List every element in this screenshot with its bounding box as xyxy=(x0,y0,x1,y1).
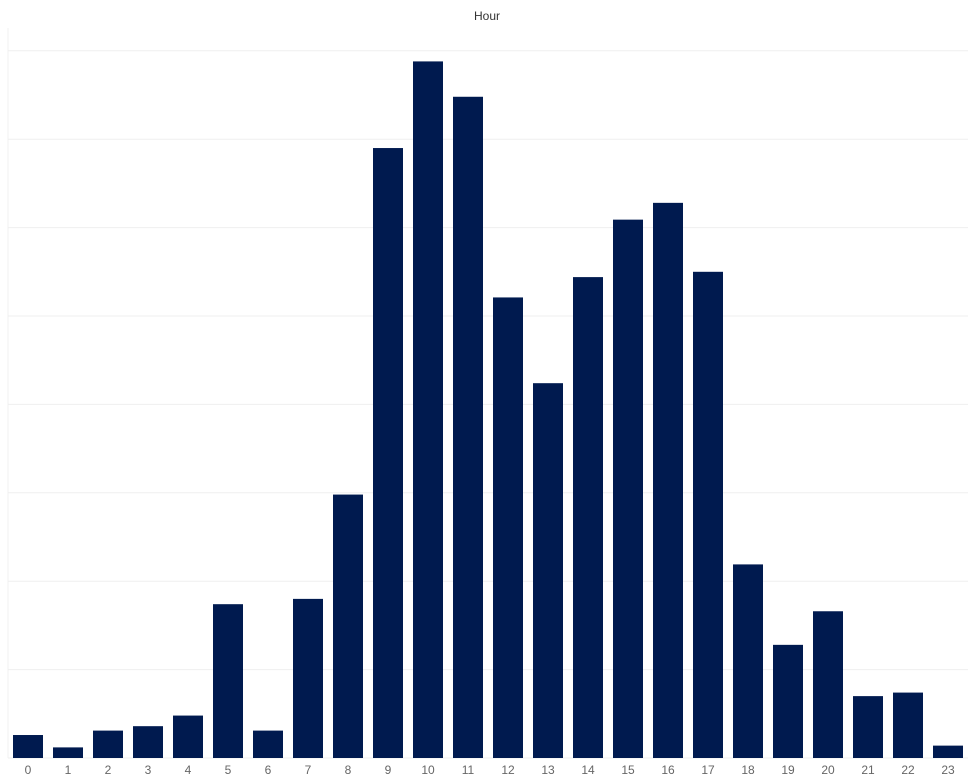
bar xyxy=(253,730,283,758)
bar xyxy=(813,611,843,758)
x-tick-label: 15 xyxy=(621,763,635,777)
x-tick-label: 18 xyxy=(741,763,755,777)
x-tick-label: 1 xyxy=(65,763,72,777)
x-tick-label: 16 xyxy=(661,763,675,777)
x-tick-label: 7 xyxy=(305,763,312,777)
bar xyxy=(653,202,683,758)
bar xyxy=(413,61,443,758)
chart-title: Hour xyxy=(474,9,500,23)
x-tick-label: 12 xyxy=(501,763,515,777)
x-tick-label: 0 xyxy=(25,763,32,777)
x-tick-label: 5 xyxy=(225,763,232,777)
bar xyxy=(293,598,323,758)
bar xyxy=(373,148,403,759)
bar xyxy=(333,494,363,758)
bar xyxy=(853,696,883,758)
bar xyxy=(733,564,763,758)
bar xyxy=(773,644,803,758)
bar xyxy=(573,277,603,758)
bar xyxy=(53,747,83,758)
bar xyxy=(13,735,43,758)
x-tick-label: 19 xyxy=(781,763,795,777)
x-tick-label: 20 xyxy=(821,763,835,777)
x-tick-label: 8 xyxy=(345,763,352,777)
x-tick-label: 9 xyxy=(385,763,392,777)
x-tick-label: 17 xyxy=(701,763,715,777)
bar xyxy=(93,730,123,758)
bar xyxy=(453,96,483,758)
bar xyxy=(173,715,203,758)
bar xyxy=(933,745,963,758)
bar xyxy=(693,271,723,758)
bar xyxy=(893,692,923,758)
bar xyxy=(493,297,523,758)
x-tick-label: 10 xyxy=(421,763,435,777)
x-tick-label: 4 xyxy=(185,763,192,777)
bar xyxy=(613,219,643,759)
bar xyxy=(213,604,243,758)
x-tick-label: 6 xyxy=(265,763,272,777)
x-tick-label: 14 xyxy=(581,763,595,777)
x-tick-label: 13 xyxy=(541,763,555,777)
x-tick-label: 11 xyxy=(462,763,475,777)
bar xyxy=(533,383,563,758)
x-tick-label: 21 xyxy=(861,763,875,777)
x-tick-label: 22 xyxy=(901,763,915,777)
x-tick-label: 3 xyxy=(145,763,152,777)
x-tick-label: 23 xyxy=(941,763,955,777)
x-tick-label: 2 xyxy=(105,763,112,777)
bar xyxy=(133,726,163,758)
